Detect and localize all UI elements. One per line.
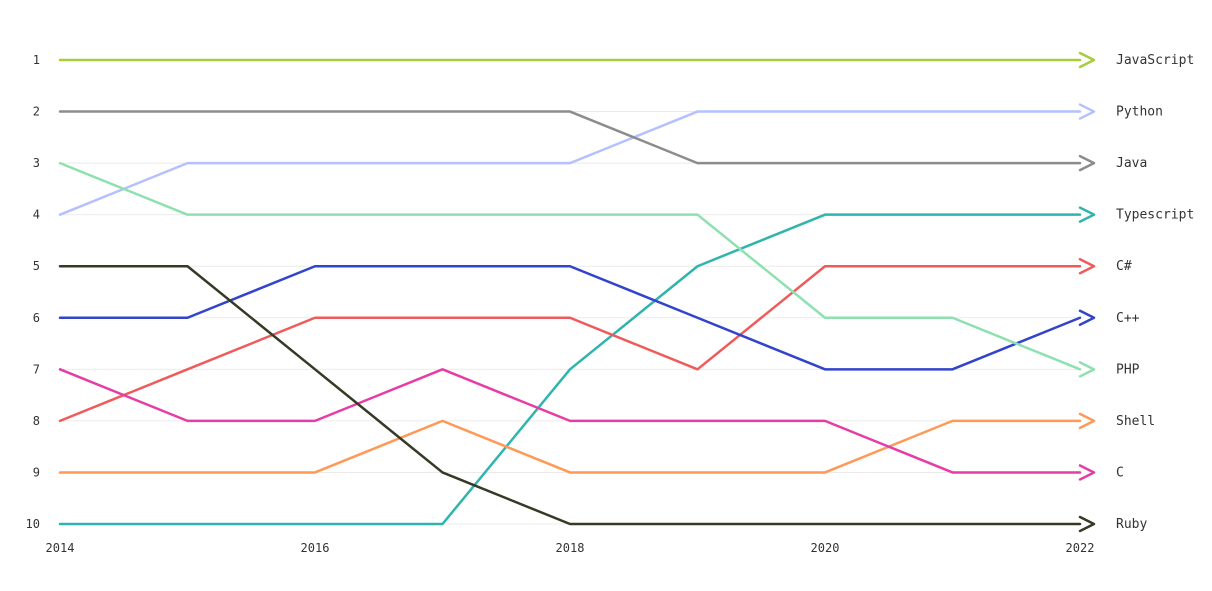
bump-chart: 1 2 3 4 5 6 7 8 9 10 2014 2016 2018 2020 2022 JavaScrip… bbox=[0, 0, 1212, 591]
series-label: Python bbox=[1116, 105, 1163, 120]
series-line bbox=[60, 266, 1080, 524]
y-tick-label: 7 bbox=[33, 362, 40, 376]
series-label: Typescript bbox=[1116, 208, 1194, 223]
series-arrowhead bbox=[1080, 465, 1094, 479]
y-tick-label: 1 bbox=[33, 53, 40, 67]
series-arrowhead bbox=[1080, 208, 1094, 222]
x-tick-label: 2022 bbox=[1066, 541, 1095, 555]
series-line bbox=[60, 421, 1080, 473]
y-tick-label: 5 bbox=[33, 259, 40, 273]
x-tick-label: 2020 bbox=[811, 541, 840, 555]
series-arrowhead bbox=[1080, 156, 1094, 170]
series-label: C++ bbox=[1116, 311, 1140, 326]
y-tick-label: 2 bbox=[33, 105, 40, 119]
series-arrowhead bbox=[1080, 259, 1094, 273]
chart-container: 1 2 3 4 5 6 7 8 9 10 2014 2016 2018 2020 2022 JavaScrip… bbox=[0, 0, 1212, 591]
y-tick-label: 10 bbox=[26, 517, 40, 531]
y-tick-label: 4 bbox=[33, 208, 40, 222]
series-line bbox=[60, 266, 1080, 421]
series-label: C# bbox=[1116, 259, 1132, 274]
series-label: Ruby bbox=[1116, 517, 1147, 532]
x-tick-label: 2018 bbox=[556, 541, 585, 555]
series-line bbox=[60, 112, 1080, 164]
series-label: JavaScript bbox=[1116, 53, 1194, 68]
y-tick-label: 3 bbox=[33, 156, 40, 170]
y-tick-label: 6 bbox=[33, 311, 40, 325]
series-arrowhead bbox=[1080, 414, 1094, 428]
series-label: C bbox=[1116, 465, 1124, 480]
series-arrowhead bbox=[1080, 105, 1094, 119]
series-arrowhead bbox=[1080, 517, 1094, 531]
series-arrowhead bbox=[1080, 362, 1094, 376]
x-tick-label: 2014 bbox=[46, 541, 75, 555]
series-arrowhead bbox=[1080, 311, 1094, 325]
series-label: Shell bbox=[1116, 414, 1155, 429]
series-label: PHP bbox=[1116, 362, 1140, 377]
series-label: Java bbox=[1116, 156, 1147, 171]
series-arrowhead bbox=[1080, 53, 1094, 67]
y-tick-label: 8 bbox=[33, 414, 40, 428]
x-tick-label: 2016 bbox=[301, 541, 330, 555]
y-tick-label: 9 bbox=[33, 465, 40, 479]
